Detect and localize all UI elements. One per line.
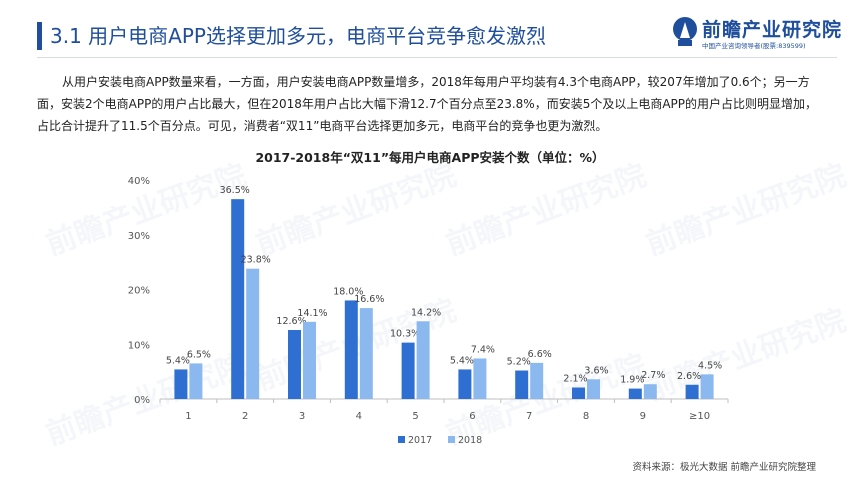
logo-subtitle: 中国产业咨询领导者(股票:839599) [702, 42, 806, 50]
y-tick-label: 30% [128, 231, 150, 242]
x-tick-label: 2 [242, 411, 248, 422]
data-label: 36.5% [220, 185, 250, 196]
bar-2017-3 [288, 330, 301, 399]
bar-2018-≥10 [700, 374, 714, 399]
source-note: 资料来源：极光大数据 前瞻产业研究院整理 [632, 462, 816, 473]
chart-title: 2017-2018年“双11”每用户电商APP安装个数（单位：%） [255, 150, 605, 165]
x-tick-label: 7 [526, 411, 532, 422]
logo-badge-icon [673, 17, 697, 46]
bar-2018-6 [473, 358, 487, 399]
bar-2018-2 [246, 268, 260, 399]
bar-2017-8 [572, 387, 585, 399]
bar-2018-7 [530, 362, 544, 399]
x-tick-label: 5 [412, 411, 418, 422]
data-label: 12.6% [276, 316, 306, 327]
x-tick-label: 8 [583, 411, 589, 422]
data-label: 23.8% [241, 255, 271, 266]
data-label: 5.2% [507, 357, 531, 368]
data-label: 6.5% [187, 349, 211, 360]
data-label: 14.1% [297, 308, 327, 319]
bar-2017-1 [174, 369, 188, 399]
bar-2018-3 [303, 321, 316, 399]
data-label: 2.7% [641, 370, 665, 381]
x-tick-label: 9 [640, 411, 646, 422]
logo-name: 前瞻产业研究院 [702, 19, 843, 41]
legend-swatch-2017 [398, 436, 405, 443]
data-label: 2.6% [677, 371, 701, 382]
data-label: 18.0% [333, 286, 363, 297]
legend-swatch-2018 [448, 436, 455, 443]
data-label: 1.9% [620, 375, 644, 386]
bar-2017-2 [231, 199, 245, 399]
legend-label: 2018 [458, 435, 482, 446]
y-tick-label: 10% [128, 340, 150, 351]
x-tick-label: 6 [469, 411, 475, 422]
legend-label: 2017 [408, 435, 432, 446]
data-label: 3.6% [584, 365, 608, 376]
brand-logo: 前瞻产业研究院 中国产业咨询领导者(股票:839599) [672, 14, 841, 54]
x-tick-label: 3 [299, 411, 305, 422]
data-label: 4.5% [698, 360, 722, 371]
x-tick-label: ≥10 [689, 411, 710, 422]
bar-2018-5 [416, 321, 430, 399]
bar-2018-8 [587, 379, 600, 399]
bar-2017-6 [458, 369, 472, 399]
data-label: 5.4% [166, 355, 190, 366]
bar-2018-4 [359, 308, 373, 399]
data-label: 6.6% [528, 349, 552, 360]
y-tick-label: 0% [134, 395, 150, 406]
data-label: 16.6% [354, 294, 384, 305]
title-accent-bar [37, 22, 42, 50]
y-tick-label: 40% [128, 176, 150, 187]
x-tick-label: 4 [356, 411, 362, 422]
bar-2018-1 [189, 363, 203, 399]
bar-2017-4 [344, 300, 358, 399]
data-label: 5.4% [450, 355, 474, 366]
page-title: 3.1 用户电商APP选择更加多元，电商平台竞争愈发激烈 [50, 24, 546, 48]
bar-2017-9 [628, 388, 642, 399]
summary-paragraph: 从用户安装电商APP数量来看，一方面，用户安装电商APP数量增多，2018年每用… [37, 75, 818, 133]
y-tick-label: 20% [128, 286, 150, 297]
bar-2017-7 [515, 370, 529, 399]
bar-2017-5 [401, 342, 415, 399]
data-label: 2.1% [563, 374, 587, 385]
bar-2017-≥10 [685, 384, 699, 399]
header-divider [37, 57, 837, 58]
x-tick-label: 1 [185, 411, 191, 422]
data-label: 7.4% [471, 344, 495, 355]
bar-2018-9 [643, 384, 657, 399]
data-label: 10.3% [390, 329, 420, 340]
data-label: 14.2% [411, 307, 441, 318]
